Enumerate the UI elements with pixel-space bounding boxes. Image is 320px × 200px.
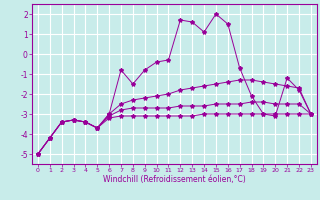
- X-axis label: Windchill (Refroidissement éolien,°C): Windchill (Refroidissement éolien,°C): [103, 175, 246, 184]
